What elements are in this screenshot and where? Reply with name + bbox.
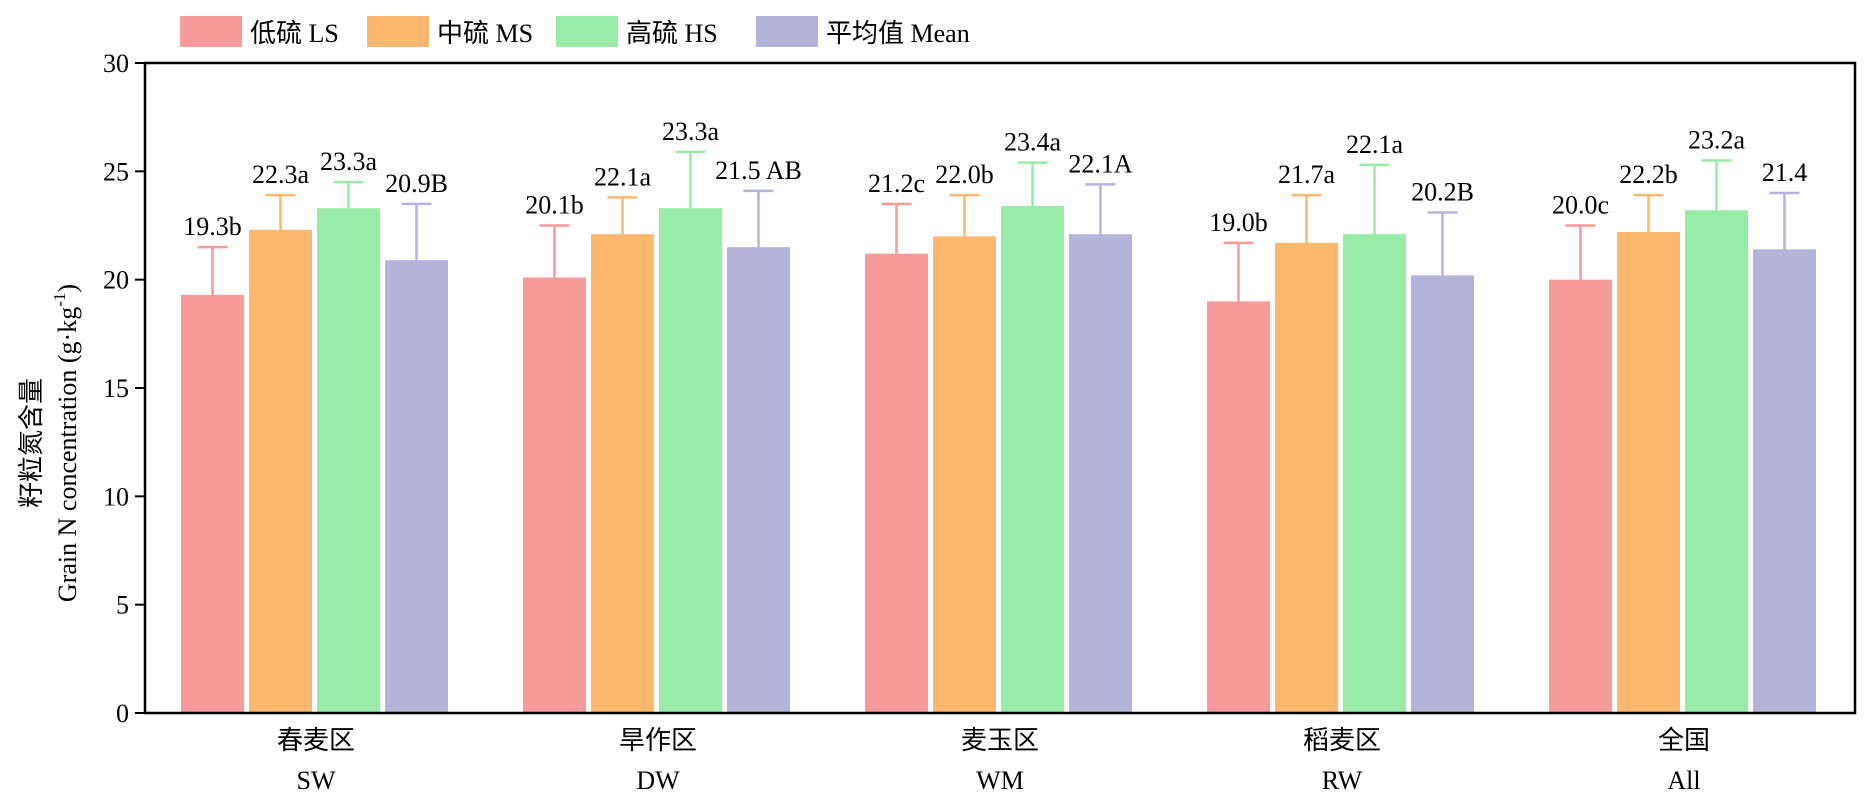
bar xyxy=(933,236,996,714)
bar xyxy=(1207,301,1270,713)
y-tick-label: 30 xyxy=(103,49,129,78)
bar xyxy=(1275,242,1338,714)
bar xyxy=(181,294,244,713)
data-label: 22.1A xyxy=(1068,149,1133,178)
y-tick-label: 25 xyxy=(103,157,129,186)
data-label: 23.3a xyxy=(662,117,720,146)
data-label: 21.7a xyxy=(1278,160,1336,189)
x-category-label-cn: 旱作区 xyxy=(619,726,697,755)
bar xyxy=(1001,206,1064,713)
bar xyxy=(249,229,312,714)
data-label: 20.2B xyxy=(1411,178,1474,207)
legend-label: 中硫 MS xyxy=(437,19,533,48)
x-category-label-en: WM xyxy=(976,766,1024,795)
bar xyxy=(1685,210,1748,714)
y-axis-title-cn: 籽粒氮含量 xyxy=(17,378,46,508)
bar xyxy=(1753,249,1816,714)
data-label: 20.0c xyxy=(1552,191,1609,220)
data-label: 22.2b xyxy=(1619,160,1678,189)
y-axis-title: 籽粒氮含量 Grain N concentration (g·kg-1) xyxy=(17,284,82,602)
bar xyxy=(727,247,790,713)
y-tick-label: 5 xyxy=(116,591,129,620)
plot-frame xyxy=(143,61,1857,715)
x-category-label-en: DW xyxy=(636,766,680,795)
legend: 低硫 LS 中硫 MS 高硫 HS 平均值 Mean xyxy=(180,16,970,48)
bar xyxy=(1549,279,1612,713)
bar xyxy=(659,208,722,713)
x-category-label-cn: 麦玉区 xyxy=(961,726,1039,755)
data-label: 20.9B xyxy=(385,169,448,198)
data-label: 19.0b xyxy=(1209,208,1268,237)
x-category-label-en: SW xyxy=(297,766,336,795)
y-tick-label: 20 xyxy=(103,266,129,295)
y-tick-label: 15 xyxy=(103,374,129,403)
legend-swatch xyxy=(756,16,818,47)
bar xyxy=(1617,232,1680,713)
x-category-label-cn: 稻麦区 xyxy=(1303,726,1381,755)
bar xyxy=(591,234,654,713)
legend-swatch xyxy=(367,16,429,47)
data-label: 23.4a xyxy=(1004,128,1062,157)
bar xyxy=(1343,234,1406,713)
bar xyxy=(385,260,448,713)
legend-label: 高硫 HS xyxy=(626,19,718,48)
data-label: 22.1a xyxy=(1346,130,1404,159)
legend-label: 平均值 Mean xyxy=(826,19,970,48)
x-category-label-cn: 全国 xyxy=(1658,726,1710,755)
legend-label: 低硫 LS xyxy=(250,19,339,48)
data-label: 22.1a xyxy=(594,162,652,191)
legend-swatch xyxy=(180,16,242,47)
data-label: 19.3b xyxy=(183,212,242,241)
y-tick-label: 10 xyxy=(103,482,129,511)
data-label: 23.3a xyxy=(320,147,378,176)
x-category-label-en: RW xyxy=(1322,766,1363,795)
bar xyxy=(865,253,928,713)
bar xyxy=(1069,234,1132,713)
x-category-label-cn: 春麦区 xyxy=(277,726,355,755)
legend-swatch xyxy=(556,16,618,47)
data-label: 21.2c xyxy=(868,169,925,198)
y-tick-label: 0 xyxy=(116,699,129,728)
data-label: 21.4 xyxy=(1762,158,1808,187)
bar xyxy=(317,208,380,713)
y-axis-title-en: Grain N concentration (g·kg-1) xyxy=(50,284,82,602)
data-label: 22.0b xyxy=(935,160,994,189)
x-category-label-en: All xyxy=(1667,766,1700,795)
bar xyxy=(1411,275,1474,713)
data-label: 22.3a xyxy=(252,160,310,189)
data-label: 23.2a xyxy=(1688,126,1746,155)
data-label: 20.1b xyxy=(525,191,584,220)
data-label: 21.5 AB xyxy=(715,156,802,185)
bar xyxy=(523,277,586,713)
